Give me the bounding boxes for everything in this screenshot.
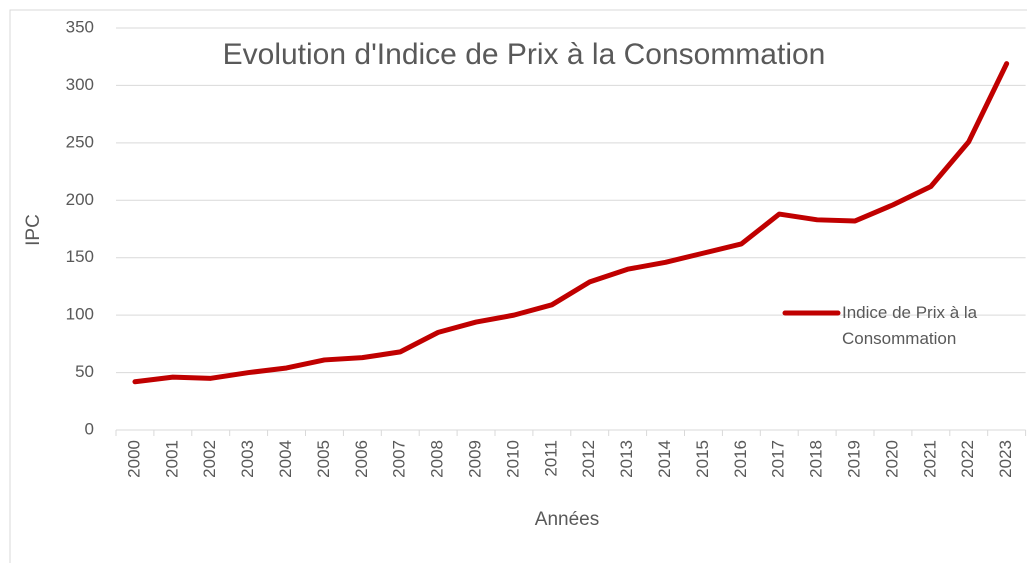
x-tick-label: 2021	[920, 440, 939, 478]
y-tick-label: 200	[66, 190, 94, 209]
x-tick-label: 2002	[200, 440, 219, 478]
x-tick-label: 2012	[579, 440, 598, 478]
y-tick-label: 0	[85, 419, 94, 438]
x-tick-label: 2011	[541, 440, 560, 477]
series-line	[132, 61, 1010, 385]
y-tick-label: 300	[66, 75, 94, 94]
x-tick-label: 2018	[807, 440, 826, 478]
x-tick-label: 2014	[655, 440, 674, 478]
x-tick-label: 2010	[503, 440, 522, 478]
x-tick-label: 2023	[996, 440, 1015, 478]
x-tick-label: 2008	[428, 440, 447, 478]
x-tick-label: 2020	[882, 440, 901, 478]
x-tick-label: 2007	[390, 440, 409, 478]
x-tick-label: 2000	[124, 440, 143, 478]
legend-label: Indice de Prix à la Consommation	[842, 303, 978, 348]
y-tick-label: 50	[75, 362, 94, 381]
x-tick-label: 2013	[617, 440, 636, 478]
x-tick-label: 2016	[731, 440, 750, 478]
x-tick-label: 2004	[276, 440, 295, 478]
x-tick-label: 2003	[238, 440, 257, 478]
x-tick-label: 2009	[466, 440, 485, 478]
x-tick-label: 2019	[845, 440, 864, 478]
x-axis-label: Années	[535, 509, 599, 530]
y-tick-label: 150	[66, 247, 94, 266]
x-tick-label: 2001	[162, 440, 181, 478]
chart-title: Evolution d'Indice de Prix à la Consomma…	[223, 38, 826, 71]
x-tick-label: 2005	[314, 440, 333, 478]
y-tick-label: 250	[66, 132, 94, 151]
chart-border	[9, 9, 1027, 563]
x-tick-label: 2006	[352, 440, 371, 478]
y-tick-label: 350	[66, 17, 94, 36]
x-tick-label: 2015	[693, 440, 712, 478]
x-tick-label: 2017	[769, 440, 788, 478]
y-axis-label: IPC	[23, 214, 44, 246]
y-tick-label: 100	[66, 305, 94, 324]
x-tick-label: 2022	[958, 440, 977, 478]
